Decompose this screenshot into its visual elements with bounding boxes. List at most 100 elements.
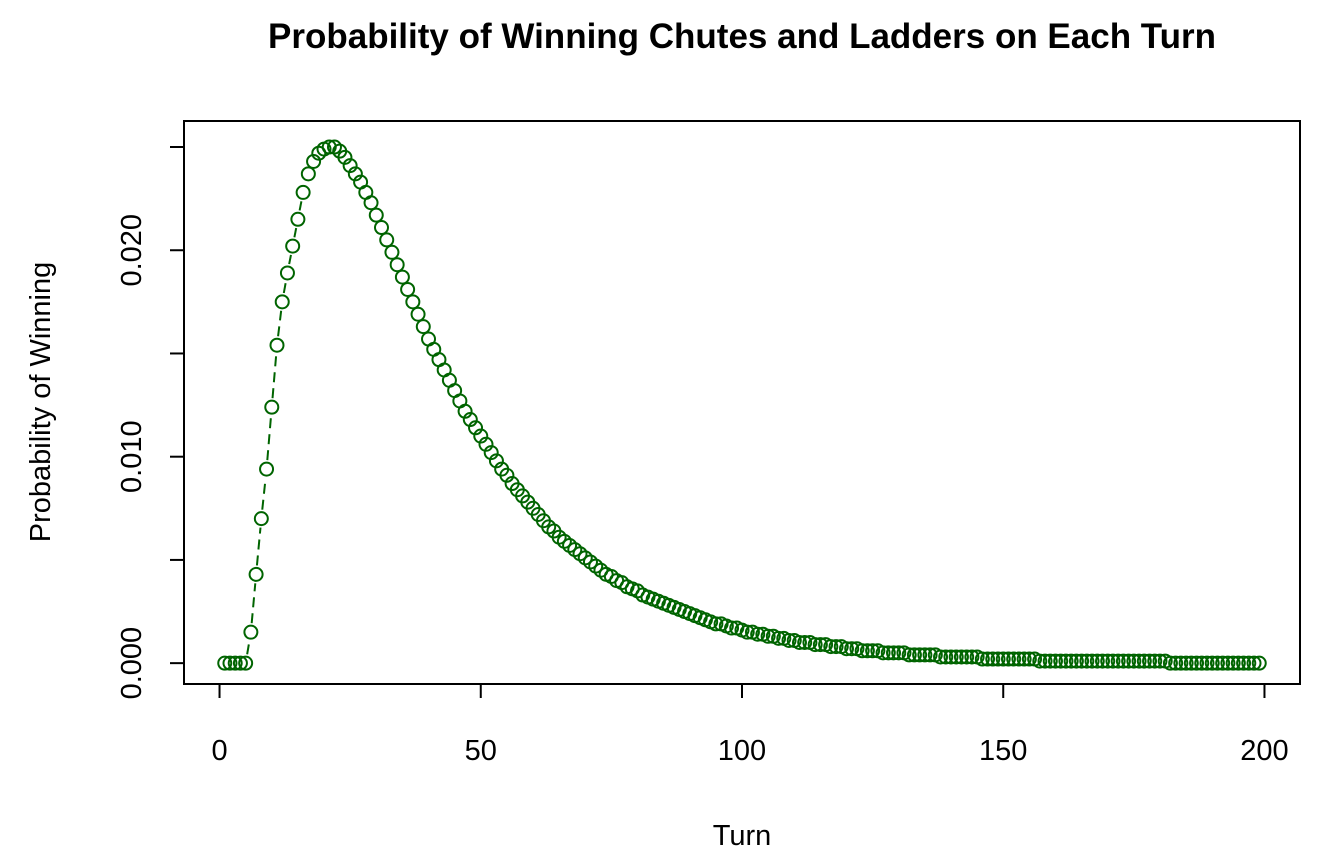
data-point bbox=[1058, 653, 1074, 669]
data-point bbox=[1246, 655, 1262, 671]
data-point bbox=[912, 647, 928, 663]
data-point bbox=[943, 649, 959, 665]
data-point bbox=[854, 643, 870, 659]
series-segment bbox=[261, 477, 267, 510]
data-point bbox=[922, 647, 938, 663]
data-point bbox=[1053, 653, 1069, 669]
data-point bbox=[1006, 651, 1022, 667]
data-point bbox=[1251, 655, 1267, 671]
data-point bbox=[394, 269, 410, 285]
data-point bbox=[708, 616, 724, 632]
data-point bbox=[1121, 653, 1137, 669]
data-point bbox=[483, 445, 499, 461]
series-segment bbox=[255, 527, 262, 566]
data-point bbox=[1178, 655, 1194, 671]
data-point bbox=[1230, 655, 1246, 671]
x-axis: 0 50 100 150 200 bbox=[211, 684, 1289, 767]
data-point bbox=[1136, 653, 1152, 669]
data-point bbox=[478, 436, 494, 452]
data-point bbox=[948, 649, 964, 665]
series-segment bbox=[246, 640, 251, 655]
data-point bbox=[959, 649, 975, 665]
data-point bbox=[880, 645, 896, 661]
data-point bbox=[1220, 655, 1236, 671]
y-axis-label: Probability of Winning bbox=[25, 262, 57, 542]
data-point bbox=[462, 412, 478, 428]
x-tick-label: 200 bbox=[1240, 735, 1288, 767]
data-point bbox=[1100, 653, 1116, 669]
data-point bbox=[222, 655, 238, 671]
data-point bbox=[1063, 653, 1079, 669]
data-point bbox=[791, 635, 807, 651]
data-point bbox=[389, 257, 405, 273]
data-point bbox=[865, 643, 881, 659]
data-point bbox=[1215, 655, 1231, 671]
data-point bbox=[295, 184, 311, 200]
data-point bbox=[243, 624, 259, 640]
data-point bbox=[290, 211, 306, 227]
data-point bbox=[368, 207, 384, 223]
data-point bbox=[342, 158, 358, 174]
data-point bbox=[995, 651, 1011, 667]
plot-frame bbox=[183, 120, 1301, 685]
series-segment bbox=[293, 227, 298, 238]
data-point bbox=[875, 645, 891, 661]
series-segment bbox=[250, 583, 257, 624]
data-point bbox=[1115, 653, 1131, 669]
series-segment bbox=[288, 254, 292, 265]
data-point bbox=[750, 626, 766, 642]
data-point bbox=[300, 166, 316, 182]
data-point bbox=[232, 655, 248, 671]
data-point bbox=[1032, 653, 1048, 669]
data-point bbox=[1079, 653, 1095, 669]
data-point bbox=[468, 420, 484, 436]
data-point bbox=[259, 461, 275, 477]
data-point bbox=[1173, 655, 1189, 671]
y-tick-label: 0.020 bbox=[116, 214, 148, 287]
data-point bbox=[248, 566, 264, 582]
data-point bbox=[1126, 653, 1142, 669]
data-point bbox=[1068, 653, 1084, 669]
data-point bbox=[1189, 655, 1205, 671]
data-point bbox=[953, 649, 969, 665]
series-segment bbox=[282, 281, 287, 294]
data-point bbox=[1021, 651, 1037, 667]
data-point bbox=[1194, 655, 1210, 671]
data-point bbox=[384, 244, 400, 260]
data-point bbox=[1016, 651, 1032, 667]
data-point bbox=[264, 399, 280, 415]
data-point bbox=[347, 166, 363, 182]
x-tick-label: 100 bbox=[718, 735, 766, 767]
data-point bbox=[985, 651, 1001, 667]
data-point bbox=[1089, 653, 1105, 669]
data-point bbox=[1162, 655, 1178, 671]
data-point bbox=[363, 195, 379, 211]
data-point bbox=[1199, 655, 1215, 671]
y-axis: 0.000 0.010 0.020 bbox=[116, 146, 184, 699]
data-point bbox=[980, 651, 996, 667]
data-point bbox=[379, 232, 395, 248]
data-point bbox=[405, 294, 421, 310]
data-point bbox=[1209, 655, 1225, 671]
data-point bbox=[838, 641, 854, 657]
series-segment bbox=[298, 201, 303, 211]
data-point bbox=[797, 635, 813, 651]
data-point bbox=[844, 641, 860, 657]
data-point bbox=[1183, 655, 1199, 671]
data-point bbox=[1152, 653, 1168, 669]
data-point bbox=[886, 645, 902, 661]
data-point bbox=[1225, 655, 1241, 671]
data-point bbox=[1042, 653, 1058, 669]
data-point bbox=[306, 153, 322, 169]
data-point bbox=[253, 511, 269, 527]
data-point bbox=[1105, 653, 1121, 669]
data-point bbox=[488, 453, 504, 469]
data-point bbox=[473, 428, 489, 444]
x-tick-label: 0 bbox=[211, 735, 227, 767]
data-point bbox=[499, 467, 515, 483]
data-point bbox=[1131, 653, 1147, 669]
data-point bbox=[1011, 651, 1027, 667]
data-point bbox=[373, 220, 389, 236]
data-point bbox=[1168, 655, 1184, 671]
chart-title: Probability of Winning Chutes and Ladder… bbox=[268, 17, 1216, 56]
